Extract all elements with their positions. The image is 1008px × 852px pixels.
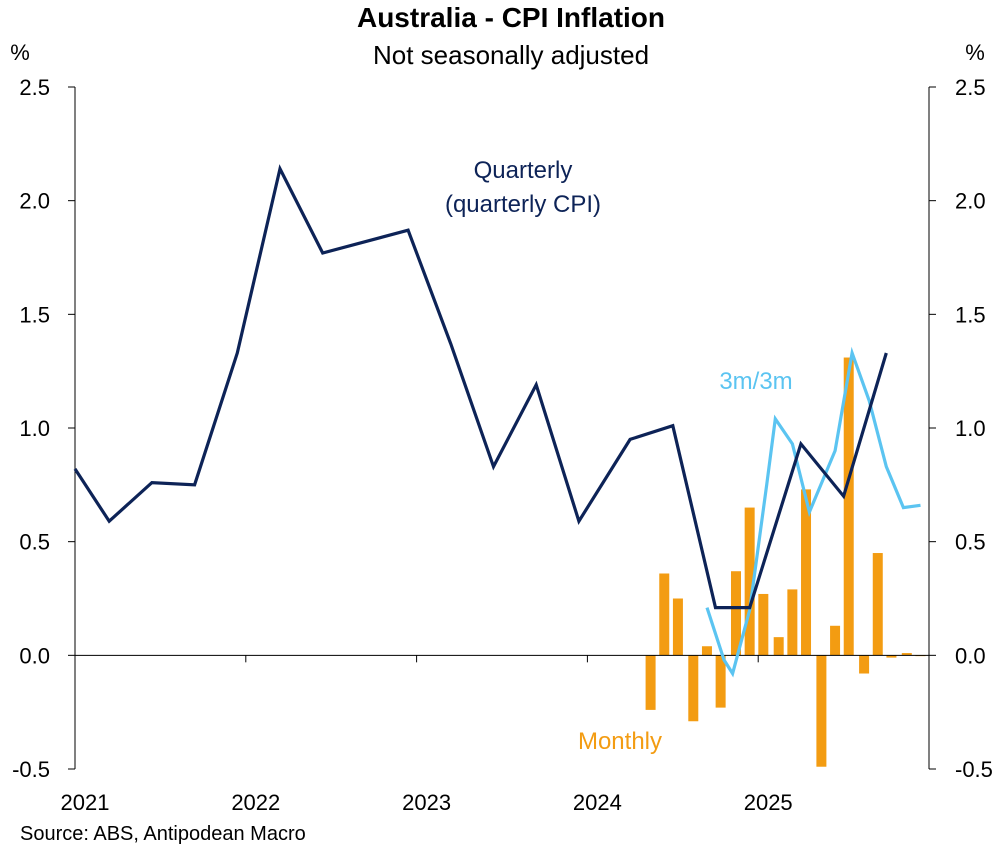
left-ytick-label: 2.0 bbox=[19, 189, 50, 214]
axes bbox=[68, 86, 936, 770]
left-ytick-label: 0.5 bbox=[19, 530, 50, 555]
monthly-bar bbox=[773, 637, 784, 656]
monthly-bar bbox=[859, 655, 870, 674]
monthly-bar bbox=[688, 655, 699, 722]
monthly-bar bbox=[672, 598, 683, 656]
chart-title: Australia - CPI Inflation bbox=[357, 2, 665, 33]
quarterly-line bbox=[73, 164, 888, 610]
left-ytick-label: 1.5 bbox=[19, 302, 50, 327]
chart-subtitle: Not seasonally adjusted bbox=[373, 40, 649, 70]
xtick-label: 2023 bbox=[402, 790, 451, 815]
right-ytick-label: -0.5 bbox=[955, 757, 993, 782]
tick-labels: 2.5 2.5 2.0 2.0 1.5 1.5 1.0 1.0 0.5 0.5 0.0 0.0 -0.5… bbox=[12, 75, 993, 815]
right-ytick-label: 2.5 bbox=[955, 75, 986, 100]
quarterly-annotation-line2: (quarterly CPI) bbox=[445, 191, 601, 218]
monthly-bar bbox=[758, 593, 769, 656]
monthly-annotation: Monthly bbox=[578, 728, 662, 755]
right-ytick-label: 0.5 bbox=[955, 530, 986, 555]
source-note: Source: ABS, Antipodean Macro bbox=[20, 823, 306, 845]
monthly-bar bbox=[843, 357, 854, 656]
monthly-bar bbox=[787, 589, 798, 656]
left-axis-unit: % bbox=[10, 40, 30, 65]
left-ytick-label: -0.5 bbox=[12, 757, 50, 782]
right-axis-unit: % bbox=[965, 40, 985, 65]
left-ytick-label: 0.0 bbox=[19, 643, 50, 668]
left-ytick-label: 2.5 bbox=[19, 75, 50, 100]
monthly-bar bbox=[830, 625, 841, 656]
monthly-bar bbox=[744, 507, 755, 656]
monthly-bar bbox=[730, 571, 741, 656]
quarterly-annotation-line1: Quarterly bbox=[474, 157, 573, 184]
xtick-label: 2021 bbox=[61, 790, 110, 815]
right-ytick-label: 1.0 bbox=[955, 416, 986, 441]
monthly-bar bbox=[901, 653, 912, 656]
right-ytick-label: 2.0 bbox=[955, 189, 986, 214]
monthly-bars bbox=[645, 357, 926, 767]
left-ytick-label: 1.0 bbox=[19, 416, 50, 441]
xtick-label: 2025 bbox=[744, 790, 793, 815]
monthly-bar bbox=[715, 655, 726, 708]
series-lines bbox=[73, 164, 921, 678]
three-month-annotation: 3m/3m bbox=[719, 368, 792, 395]
xtick-label: 2022 bbox=[231, 790, 280, 815]
three-month-line bbox=[705, 346, 921, 678]
monthly-bar bbox=[659, 573, 670, 656]
right-ytick-label: 1.5 bbox=[955, 302, 986, 327]
monthly-bar bbox=[645, 655, 656, 710]
monthly-bar bbox=[701, 646, 712, 656]
monthly-bar bbox=[886, 655, 897, 658]
monthly-bar bbox=[816, 655, 827, 767]
right-ytick-label: 0.0 bbox=[955, 643, 986, 668]
xtick-label: 2024 bbox=[573, 790, 622, 815]
monthly-bar bbox=[801, 489, 812, 656]
monthly-bar bbox=[872, 553, 883, 656]
